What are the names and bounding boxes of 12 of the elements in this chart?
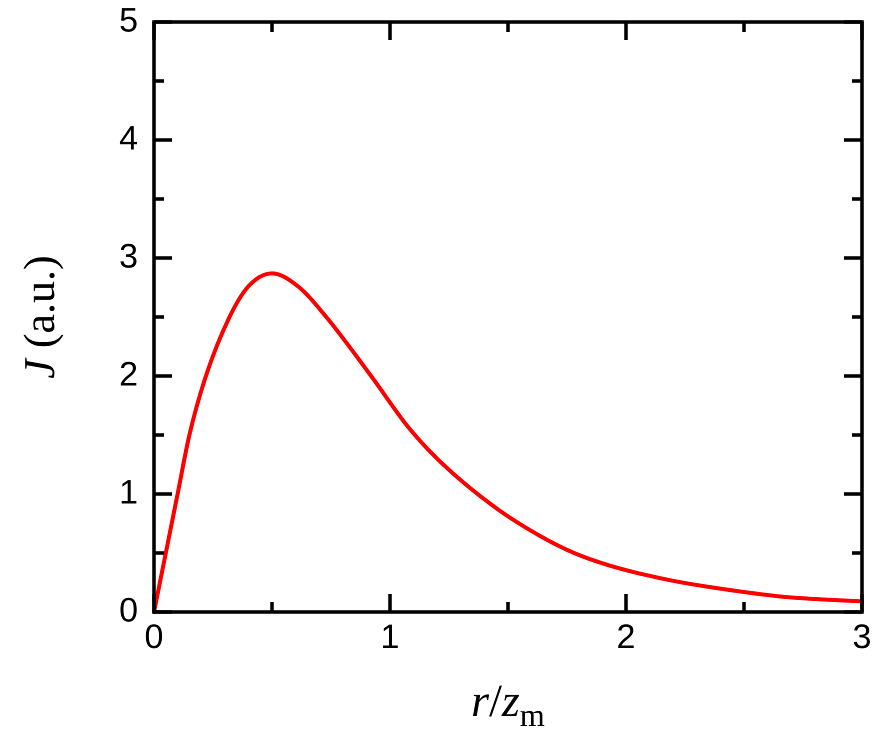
y-axis-title: J (a.u.) (15, 255, 64, 379)
x-tick-label: 1 (380, 618, 400, 656)
x-tick-label: 2 (616, 618, 636, 656)
y-tick-label: 1 (119, 473, 138, 512)
y-tick-label: 4 (119, 119, 138, 158)
x-axis-title: r/z$_{m}$ (471, 675, 545, 733)
y-tick-label: 0 (119, 591, 138, 630)
x-tick-label: 3 (852, 618, 872, 656)
y-tick-label: 5 (119, 1, 138, 40)
y-tick-label: 2 (119, 355, 138, 394)
y-tick-label: 3 (119, 237, 138, 276)
x-tick-label: 0 (144, 618, 164, 656)
